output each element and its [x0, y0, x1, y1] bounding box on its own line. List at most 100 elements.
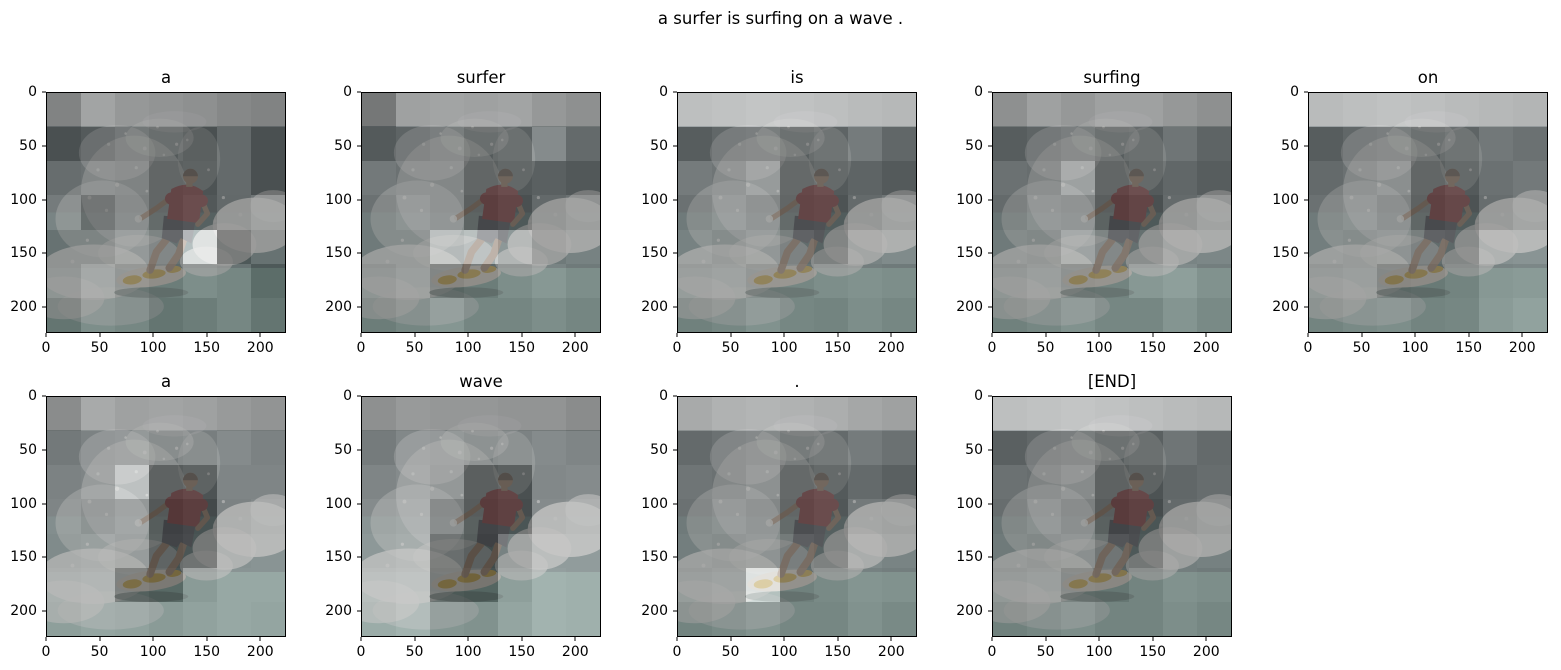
- attention-cell: [1377, 161, 1411, 196]
- attention-cell: [848, 161, 882, 196]
- attention-cell: [712, 263, 746, 298]
- attention-cell: [217, 297, 251, 332]
- attention-cell: [251, 93, 285, 128]
- attention-cell: [1445, 263, 1479, 298]
- attention-cell: [464, 601, 498, 636]
- attention-cell: [362, 229, 396, 264]
- attention-cell: [183, 533, 217, 568]
- x-tick-label: 200: [1508, 340, 1536, 356]
- attention-cell: [746, 229, 780, 264]
- attention-cell: [1343, 229, 1377, 264]
- attention-cell: [566, 195, 600, 230]
- attention-cell: [396, 229, 430, 264]
- attention-cell: [149, 195, 183, 230]
- x-tick-label: 100: [139, 644, 167, 660]
- y-tick-mark: [42, 556, 46, 558]
- x-tick-mark: [1205, 333, 1207, 337]
- attention-cell: [498, 431, 532, 466]
- attention-cell: [993, 127, 1027, 162]
- attention-cell: [882, 465, 916, 500]
- attention-cell: [1197, 93, 1231, 128]
- attention-cell: [498, 465, 532, 500]
- attention-cell: [47, 499, 81, 534]
- attention-cell: [183, 431, 217, 466]
- x-tick-label: 150: [193, 644, 221, 660]
- attention-cell: [678, 397, 712, 432]
- attention-cell: [1027, 567, 1061, 602]
- attention-cell: [251, 465, 285, 500]
- x-tick-mark: [467, 637, 469, 641]
- x-tick-label: 150: [824, 340, 852, 356]
- x-tick-mark: [467, 333, 469, 337]
- attention-cell: [1163, 431, 1197, 466]
- attention-cell: [47, 601, 81, 636]
- y-tick-label: 150: [956, 245, 983, 262]
- attention-cell: [993, 161, 1027, 196]
- attention-cell: [780, 195, 814, 230]
- x-tick-label: 100: [139, 340, 167, 356]
- attention-cell: [47, 263, 81, 298]
- attention-cell: [532, 567, 566, 602]
- attention-cell: [746, 533, 780, 568]
- attention-cell: [1095, 601, 1129, 636]
- attention-cell: [498, 397, 532, 432]
- attention-cell: [149, 263, 183, 298]
- attention-cell: [532, 195, 566, 230]
- attention-cell: [47, 195, 81, 230]
- x-tick-mark: [414, 333, 416, 337]
- y-tick-label: 50: [19, 137, 37, 154]
- attention-cell: [1309, 161, 1343, 196]
- attention-cell: [1095, 93, 1129, 128]
- x-tick-mark: [99, 333, 101, 337]
- attention-cell: [396, 431, 430, 466]
- attention-cell: [1061, 567, 1095, 602]
- x-tick-mark: [730, 333, 732, 337]
- attention-cell: [1061, 127, 1095, 162]
- attention-cell: [1377, 229, 1411, 264]
- y-tick-mark: [1304, 306, 1308, 308]
- attention-cell: [532, 93, 566, 128]
- x-tick-mark: [890, 637, 892, 641]
- x-tick-label: 0: [987, 644, 997, 660]
- x-tick-mark: [991, 333, 993, 337]
- attention-cell: [678, 297, 712, 332]
- x-tick-label: 50: [405, 644, 424, 660]
- attention-cell: [532, 533, 566, 568]
- attention-cell: [149, 297, 183, 332]
- attention-cell: [498, 161, 532, 196]
- attention-cell: [532, 601, 566, 636]
- attention-cell: [430, 499, 464, 534]
- x-tick-mark: [1361, 333, 1363, 337]
- y-tick-mark: [1304, 145, 1308, 147]
- attention-cell: [1129, 229, 1163, 264]
- y-tick-mark: [988, 306, 992, 308]
- attention-cell: [183, 601, 217, 636]
- y-tick-mark: [357, 145, 361, 147]
- y-tick-mark: [357, 449, 361, 451]
- attention-cell: [1061, 533, 1095, 568]
- x-tick-mark: [521, 333, 523, 337]
- x-tick-mark: [783, 637, 785, 641]
- subplot-8: .: [641, 372, 917, 659]
- y-tick-mark: [673, 610, 677, 612]
- x-tick-label: 100: [1085, 340, 1113, 356]
- attention-cell: [678, 533, 712, 568]
- y-tick-label: 100: [641, 191, 668, 208]
- attention-cell: [1197, 533, 1231, 568]
- attention-cell: [81, 465, 115, 500]
- attention-cell: [1163, 263, 1197, 298]
- attention-overlay: [993, 397, 1231, 636]
- attention-cell: [81, 127, 115, 162]
- attention-cell: [1197, 431, 1231, 466]
- attention-cell: [882, 93, 916, 128]
- attention-cell: [1129, 397, 1163, 432]
- x-tick-mark: [730, 637, 732, 641]
- attention-cell: [396, 195, 430, 230]
- subplot-6: a: [10, 372, 286, 659]
- y-tick-label: 200: [641, 603, 668, 620]
- y-tick-mark: [988, 556, 992, 558]
- attention-cell: [396, 499, 430, 534]
- attention-cell: [1197, 263, 1231, 298]
- y-tick-mark: [357, 252, 361, 254]
- attention-cell: [1061, 499, 1095, 534]
